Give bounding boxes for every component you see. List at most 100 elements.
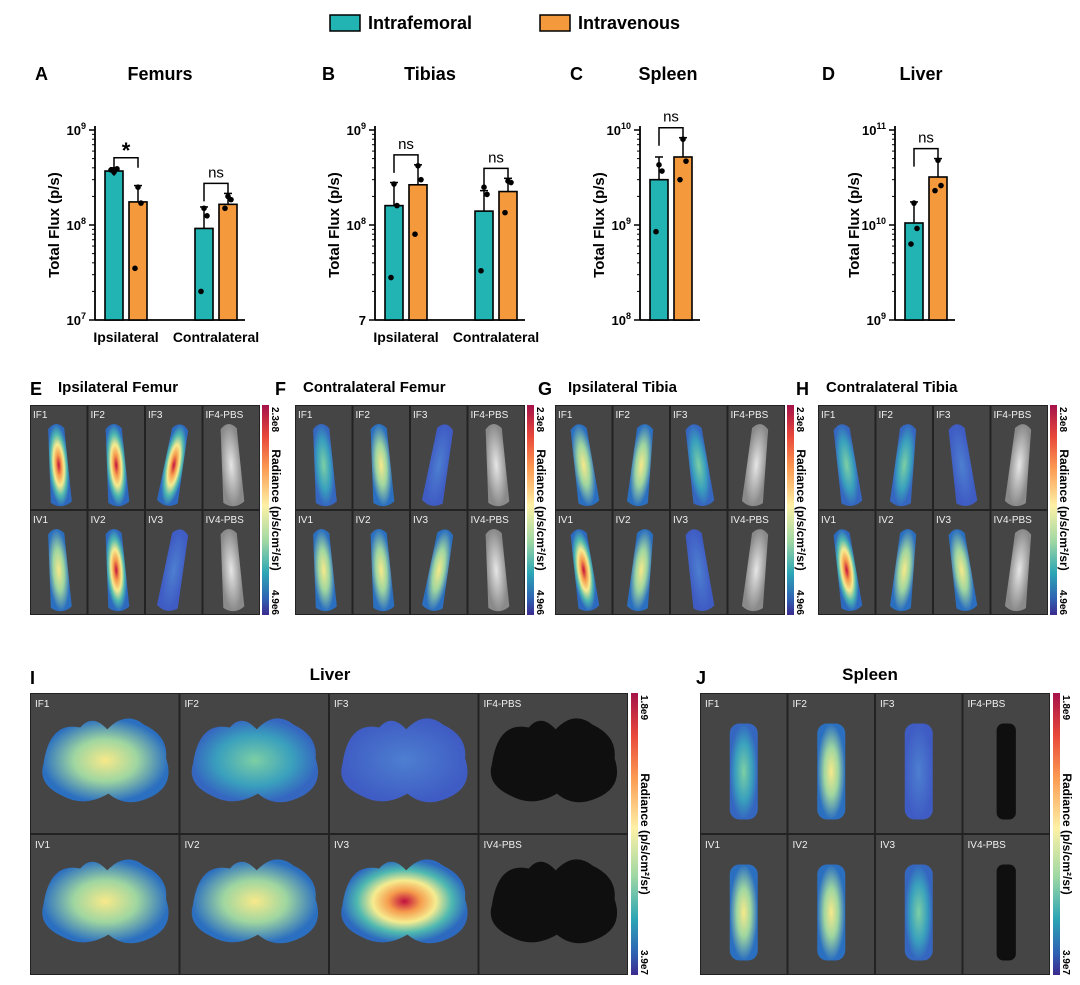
scale-min-label: 4.9e6 (1057, 590, 1068, 615)
cell-label: IF1 (821, 410, 836, 421)
data-point (935, 157, 941, 164)
significance-bracket (913, 147, 939, 167)
cell-label: IV4-PBS (484, 840, 523, 851)
cell-label: IF4-PBS (471, 410, 509, 421)
tick-base: 7 (359, 313, 366, 328)
tick-base: 10 (612, 218, 626, 233)
cell-label: IV1 (33, 515, 48, 526)
spleen-signal-image (817, 864, 846, 961)
bone-signal-image (422, 529, 454, 611)
color-scale-bar (262, 405, 269, 615)
panel-label: J (696, 668, 706, 688)
cell-label: IV2 (185, 840, 200, 851)
spleen-signal-image (817, 723, 846, 820)
panel-title: Ipsilateral Tibia (568, 379, 678, 396)
tick-base: 10 (862, 218, 876, 233)
tick-exponent: 9 (81, 121, 86, 131)
image-panel-I: I Liver IF1 IF2 IF3 IF4-PBS IV1 IV2 IV3 IV4-PBS 1.… (30, 665, 652, 975)
bar-intravenous (128, 201, 148, 321)
color-scale-bar (787, 405, 794, 615)
tick-base: 10 (612, 313, 626, 328)
legend-label-intravenous: Intravenous (578, 13, 680, 33)
panel-title: Liver (310, 665, 351, 684)
data-point (938, 182, 944, 189)
tick-label: 107 (67, 311, 86, 328)
x-tick-label: Ipsilateral (93, 329, 158, 345)
cell-label: IV4-PBS (968, 840, 1007, 851)
data-point (680, 136, 686, 143)
tick-label: 109 (67, 121, 86, 138)
bone-signal-image (313, 529, 337, 612)
data-point (201, 205, 207, 212)
cell-label: IF4-PBS (206, 410, 244, 421)
cell-label: IV3 (880, 840, 895, 851)
cell-label: IV3 (413, 515, 428, 526)
tick-exponent: 9 (881, 311, 886, 321)
color-scale-bar (631, 693, 638, 975)
tick-label: 109 (612, 216, 631, 233)
bar-intravenous (498, 190, 518, 321)
cell-label: IF2 (356, 410, 371, 421)
panel-label: E (30, 379, 42, 399)
scale-min-label: 3.9e7 (1060, 950, 1071, 975)
scale-max-label: 2.3e8 (794, 407, 805, 432)
panel-title: Spleen (842, 665, 898, 684)
spleen-signal-image (904, 864, 933, 961)
bar-intrafemoral (194, 227, 214, 321)
tick-exponent: 8 (81, 216, 86, 226)
bar-intrafemoral (904, 222, 924, 321)
y-axis-label: Total Flux (p/s) (326, 172, 343, 278)
panel-title: Contralateral Femur (303, 379, 446, 396)
tick-exponent: 10 (621, 121, 631, 131)
significance-bracket (113, 157, 139, 176)
bone-signal-image (570, 424, 600, 507)
chart-title: Tibias (404, 64, 456, 84)
scale-min-label: 4.9e6 (534, 590, 545, 615)
bone-signal-image (570, 529, 600, 612)
scale-title: Radiance (p/s/cm²/sr) (269, 449, 283, 570)
cell-label: IF1 (705, 699, 720, 710)
data-point (683, 158, 689, 164)
bone-signal-image (626, 529, 654, 612)
bone-signal-image (948, 424, 978, 507)
bar-intravenous (218, 203, 238, 321)
control-spleen-image (996, 723, 1016, 820)
cell-label: IV2 (793, 840, 808, 851)
bone-signal-image (626, 424, 654, 507)
cell-label: IV1 (705, 840, 720, 851)
control-bone-image (741, 424, 769, 507)
bar-intravenous (673, 156, 693, 321)
cell-label: IF2 (91, 410, 106, 421)
x-tick-label: Ipsilateral (373, 329, 438, 345)
bar-intrafemoral (474, 210, 494, 321)
cell-label: IF1 (35, 699, 50, 710)
cell-label: IF2 (616, 410, 631, 421)
tick-exponent: 7 (81, 311, 86, 321)
bone-signal-image (833, 529, 863, 612)
bone-signal-image (685, 424, 715, 507)
bone-signal-image (157, 529, 189, 611)
panel-label: B (322, 64, 335, 84)
tick-label: 108 (347, 216, 366, 233)
scale-max-label: 2.3e8 (269, 407, 280, 432)
tick-label: 108 (67, 216, 86, 233)
significance-label: ns (663, 109, 679, 126)
data-point (418, 176, 424, 183)
bone-signal-image (105, 424, 130, 507)
cell-label: IV2 (91, 515, 106, 526)
legend: Intrafemoral Intravenous (329, 13, 680, 33)
tick-exponent: 9 (361, 121, 366, 131)
tick-base: 10 (347, 218, 361, 233)
image-panel-F: F Contralateral Femur IF1 IF2 IF3 IF4-PBS IV1 I… (275, 379, 548, 615)
bone-signal-image (685, 529, 715, 612)
tick-exponent: 8 (361, 216, 366, 226)
x-tick-label: Contralateral (173, 329, 259, 345)
significance-label: ns (918, 130, 934, 147)
bone-signal-image (370, 529, 395, 612)
bone-signal-image (422, 424, 454, 506)
significance-label: * (122, 138, 131, 163)
